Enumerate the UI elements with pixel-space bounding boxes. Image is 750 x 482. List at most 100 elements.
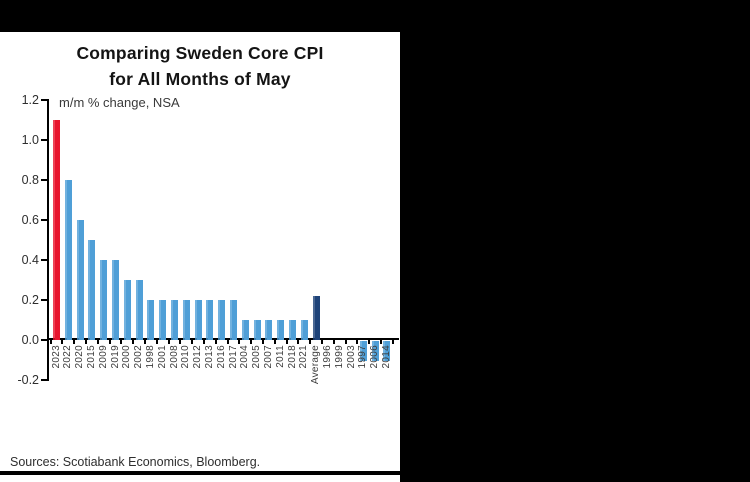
bar-2008	[171, 300, 178, 340]
x-tick-label: 2011	[274, 345, 286, 368]
right-black-panel	[400, 0, 750, 482]
x-tick-label: 2000	[121, 345, 133, 369]
x-tick-label: 1998	[144, 345, 156, 369]
bar-2005	[253, 320, 261, 340]
x-axis-tick	[273, 340, 276, 344]
x-axis-tick	[61, 340, 64, 344]
x-axis-tick	[155, 340, 158, 344]
x-axis-tick	[380, 340, 382, 344]
y-tick-label: 0.0	[21, 333, 39, 347]
bar-1997	[359, 341, 367, 361]
y-axis-tick	[41, 99, 47, 101]
chart-title-line1: Comparing Sweden Core CPI	[76, 43, 324, 63]
chart-panel: Comparing Sweden Core CPI for All Months…	[0, 32, 400, 482]
x-tick-label: 1997	[357, 345, 369, 369]
bar-2019	[112, 260, 119, 340]
x-axis-tick	[203, 340, 205, 344]
y-tick-label: 1.2	[21, 93, 39, 107]
x-tick-label: 2014	[380, 345, 392, 369]
x-axis-tick	[332, 340, 335, 344]
x-tick-label: 2020	[74, 345, 86, 369]
y-tick-label: 0.4	[21, 253, 39, 267]
x-tick-label: 2023	[50, 345, 62, 369]
y-axis-tick	[41, 179, 47, 181]
y-axis-tick	[41, 379, 47, 381]
x-tick-label: 1996	[321, 345, 333, 369]
x-axis-tick	[214, 340, 217, 344]
bar-2010	[182, 300, 190, 340]
x-axis-tick	[238, 340, 241, 344]
x-axis-tick	[344, 340, 347, 344]
bar-2011	[277, 320, 285, 340]
x-tick-label: 2003	[345, 345, 357, 369]
bar-Average	[312, 296, 320, 340]
bar-2012	[194, 300, 202, 340]
sources-note: Sources: Scotiabank Economics, Bloomberg…	[10, 455, 261, 469]
bar-2013	[206, 300, 214, 340]
x-tick-label: 2013	[203, 345, 215, 369]
x-tick-label: 2021	[298, 345, 310, 369]
x-axis-tick	[85, 340, 87, 344]
x-axis-tick	[191, 340, 194, 344]
bar-2004	[241, 320, 249, 340]
bottom-rule	[0, 471, 400, 475]
x-axis-tick	[226, 340, 229, 344]
x-tick-label: 2001	[156, 345, 168, 369]
bar-2001	[159, 300, 167, 340]
bar-2014	[383, 341, 391, 361]
y-tick-label: 1.0	[21, 133, 39, 147]
y-tick-label: 0.8	[21, 173, 39, 187]
x-tick-label: 2008	[168, 345, 180, 369]
bar-2006	[371, 341, 379, 361]
x-axis-tick	[250, 340, 253, 344]
x-tick-label: 2004	[239, 345, 251, 369]
bar-2016	[218, 300, 226, 340]
y-axis-tick	[41, 139, 47, 141]
x-axis-tick	[368, 340, 371, 344]
bar-2000	[123, 280, 131, 340]
x-axis-tick	[321, 340, 323, 344]
x-axis-tick	[144, 340, 146, 344]
bar-2015	[88, 240, 96, 340]
x-tick-label: 2006	[369, 345, 381, 369]
x-axis-tick	[167, 340, 170, 344]
x-tick-label: Average	[310, 345, 322, 385]
x-axis-tick	[96, 340, 99, 344]
y-axis-tick	[41, 219, 47, 221]
x-tick-label: 2005	[251, 345, 263, 369]
y-axis-tick	[41, 259, 47, 261]
chart-title-line2: for All Months of May	[109, 69, 291, 89]
bar-2018	[289, 320, 296, 340]
x-tick-label: 2017	[227, 345, 239, 369]
bar-2007	[265, 320, 273, 340]
x-axis-tick	[120, 340, 123, 344]
x-tick-label: 2010	[180, 345, 192, 369]
bar-2020	[76, 220, 84, 340]
x-tick-label: 2016	[215, 345, 227, 369]
x-axis-tick	[391, 340, 394, 344]
bar-2002	[135, 280, 143, 340]
x-axis-tick	[356, 340, 359, 344]
x-axis-tick	[262, 340, 264, 344]
x-tick-label: 2015	[85, 345, 97, 369]
x-tick-label: 1999	[333, 345, 345, 369]
x-axis-tick	[132, 340, 135, 344]
x-tick-label: 2009	[97, 345, 109, 369]
bar-2017	[230, 300, 237, 340]
x-tick-label: 2012	[192, 345, 204, 369]
x-tick-label: 2018	[286, 345, 298, 369]
axis-units-label: m/m % change, NSA	[59, 95, 180, 110]
bar-2009	[100, 260, 108, 340]
x-tick-label: 2007	[262, 345, 274, 369]
x-axis-tick	[108, 340, 111, 344]
bar-2022	[64, 180, 72, 340]
x-axis-tick	[285, 340, 288, 344]
x-axis-tick	[297, 340, 300, 344]
chart-title: Comparing Sweden Core CPI for All Months…	[0, 40, 400, 92]
bar-1998	[147, 300, 155, 340]
bar-2023	[53, 120, 60, 340]
x-tick-label: 2022	[62, 345, 74, 369]
x-axis-tick	[73, 340, 76, 344]
plot-area: 1.2 1.0 0.8 0.6 0.4 0.2 0.0 -0.2 2023 2022 2020 201…	[0, 32, 400, 482]
